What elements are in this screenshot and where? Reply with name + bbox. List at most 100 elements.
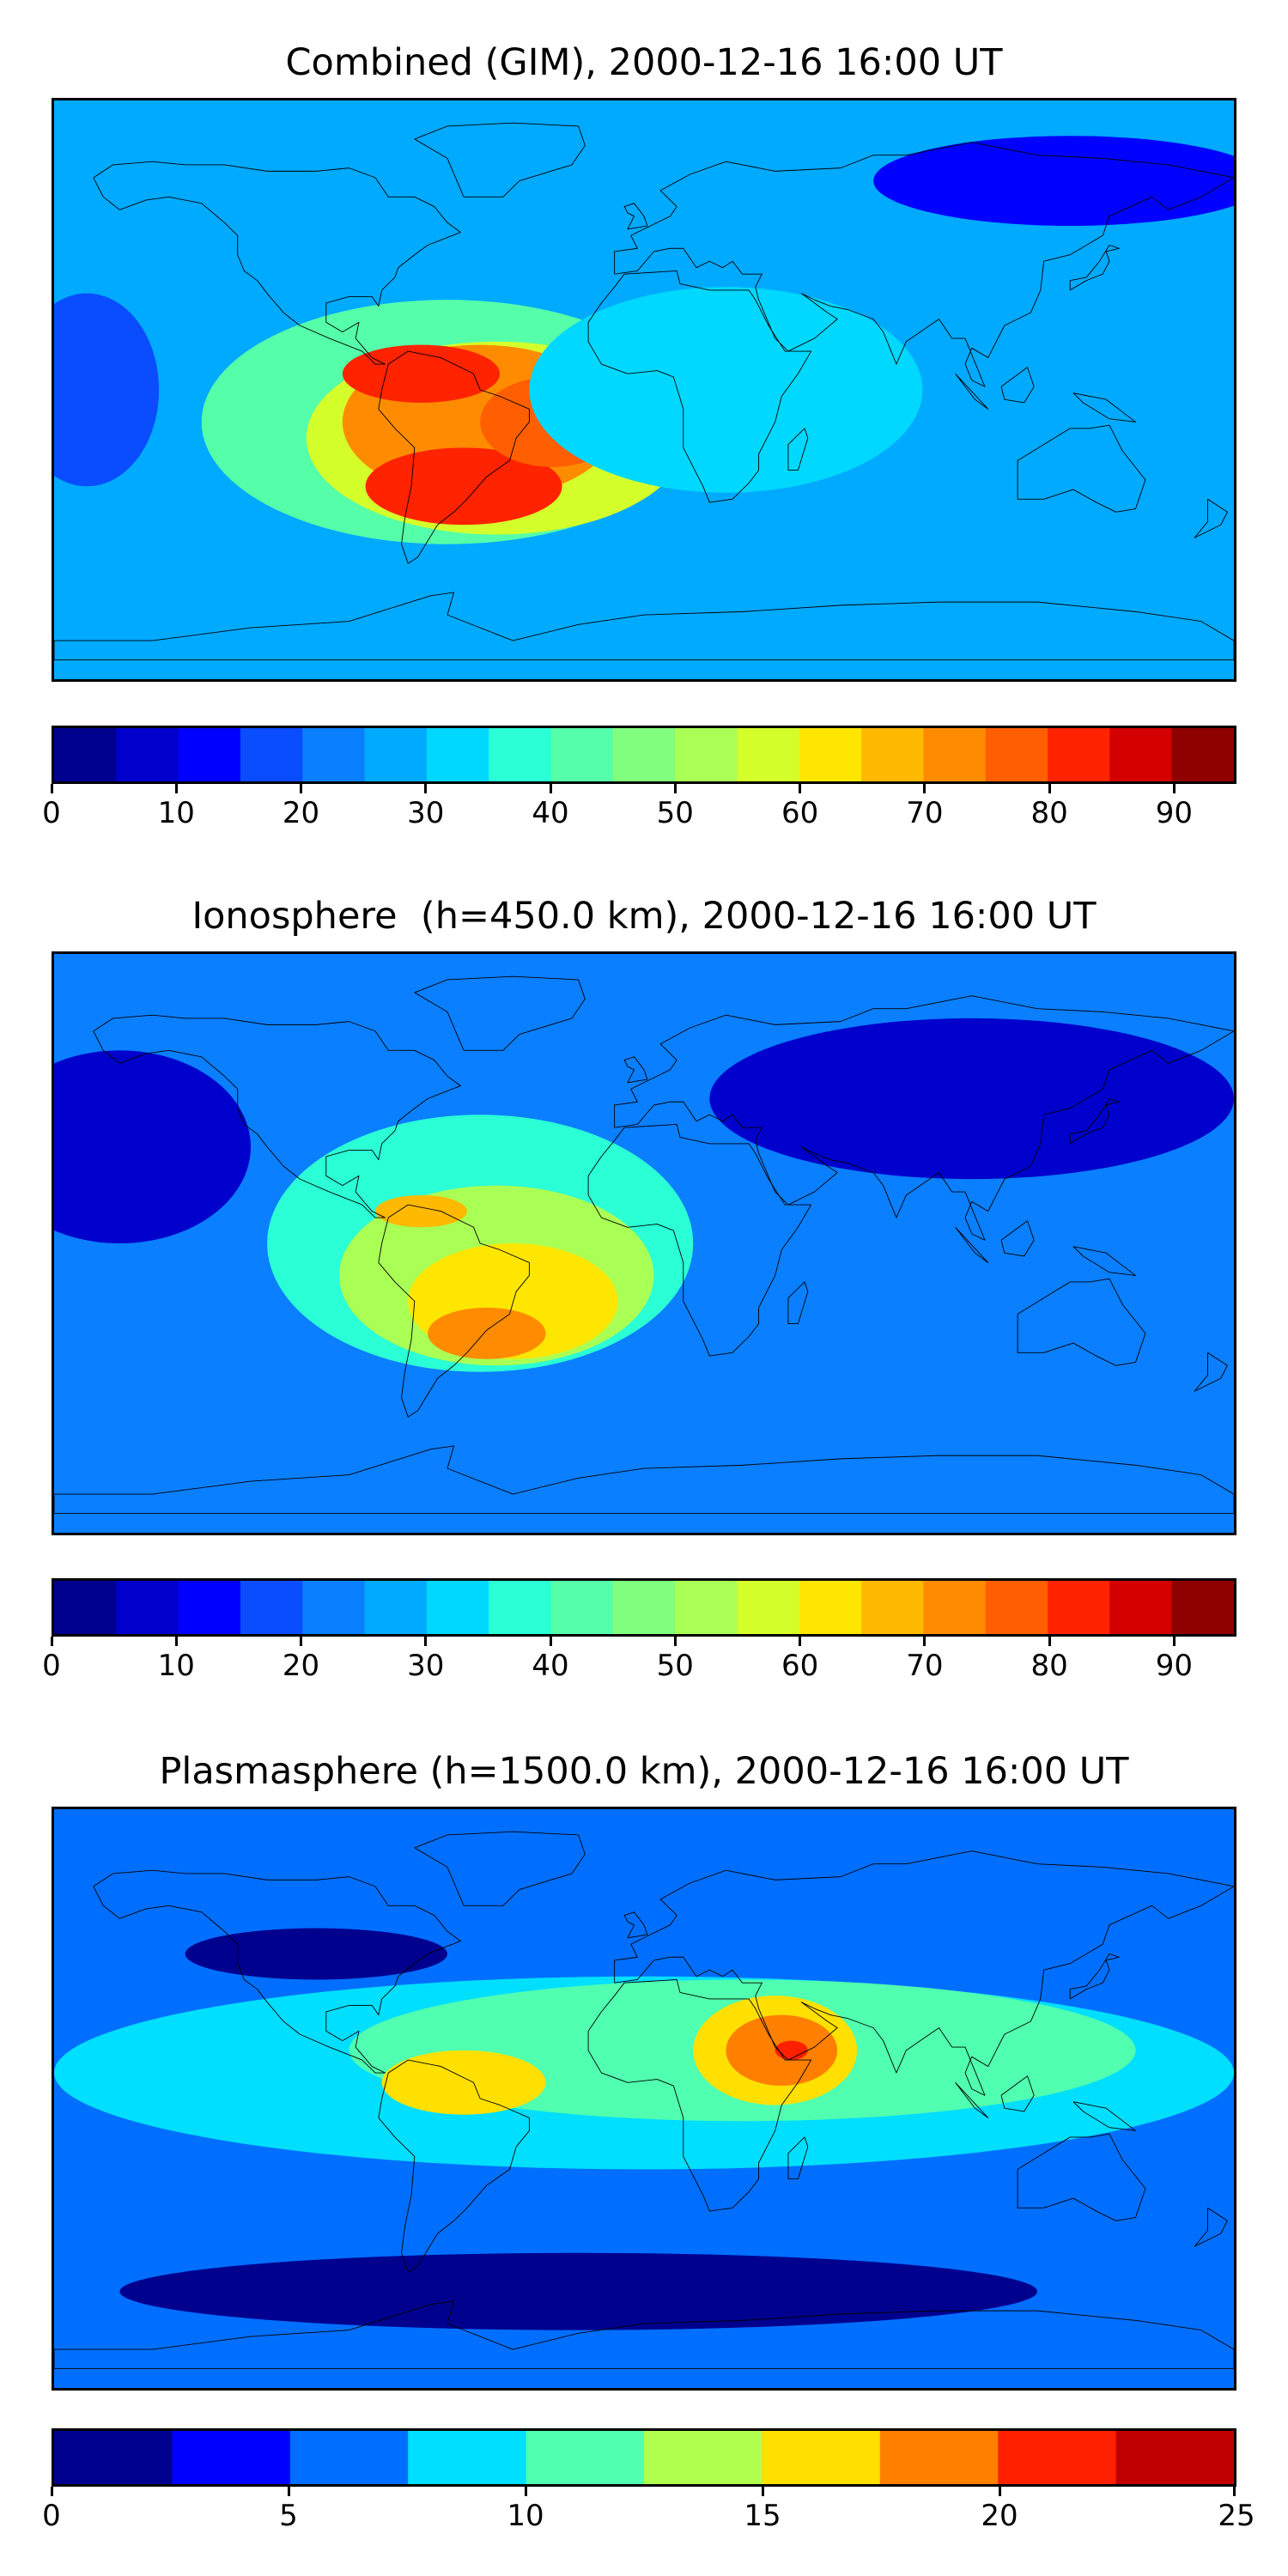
colorbar-tick-label: 90 [1155, 796, 1193, 830]
colorbar-swatch [879, 2431, 1000, 2484]
colorbar-tick-label: 20 [981, 2499, 1018, 2533]
coastline [624, 204, 647, 229]
colorbar-swatch [1048, 1581, 1111, 1634]
colorbar-tick-label: 20 [282, 796, 320, 830]
colorbar-swatch [364, 1581, 428, 1634]
colorbar-tick-label: 20 [282, 1649, 320, 1683]
colorbar-swatch [737, 1581, 801, 1634]
colorbar-swatch [923, 728, 987, 781]
coastline [54, 592, 1234, 660]
tec-contour-region [381, 2050, 546, 2115]
colorbar-swatch [1115, 2431, 1234, 2484]
coastline [1073, 393, 1136, 422]
coastline [615, 996, 1234, 1241]
colorbar-swatch [612, 728, 677, 781]
colorbar-tick-label: 25 [1218, 2499, 1255, 2533]
colorbar-swatch [675, 728, 738, 781]
colorbar-tick-mark [174, 1637, 178, 1646]
coastline [1018, 2134, 1145, 2221]
colorbar-tick-mark [300, 1637, 303, 1646]
colorbar-swatch [861, 728, 925, 781]
colorbar-swatch [762, 2431, 883, 2484]
colorbar-swatch [426, 728, 490, 781]
colorbar-swatch [985, 728, 1049, 781]
colorbar-swatch [799, 1581, 863, 1634]
colorbar-swatch [1109, 728, 1174, 781]
coastline [94, 1870, 460, 2073]
colorbar-swatch [1171, 728, 1234, 781]
colorbar-tick-mark [761, 2487, 764, 2496]
coastline [1070, 1099, 1119, 1144]
coastline [588, 1979, 811, 2211]
colorbar-swatch [178, 1581, 242, 1634]
tec-contour-region [428, 1307, 546, 1359]
colorbar-swatch [302, 728, 367, 781]
colorbar-swatch [240, 728, 304, 781]
colorbar-swatch [302, 1581, 367, 1634]
colorbar-swatch [985, 1581, 1049, 1634]
colorbar-swatch [998, 2431, 1119, 2484]
coastline [94, 161, 460, 364]
coastline [956, 374, 988, 409]
colorbar-tick-label: 10 [157, 1649, 195, 1683]
coastline [624, 1912, 647, 1938]
tec-contour-region [365, 447, 562, 526]
colorbar-tick-label: 40 [532, 796, 569, 830]
coastline [1073, 1247, 1136, 1276]
colorbar-tick-label: 80 [1030, 1649, 1068, 1683]
coastline [788, 1282, 808, 1324]
colorbar-swatch [737, 728, 801, 781]
coastline [1018, 425, 1145, 512]
tec-contour-region [709, 1018, 1234, 1180]
coastline [1070, 246, 1119, 290]
colorbar-tick-mark [1048, 1637, 1051, 1646]
tec-contour-region [775, 2040, 808, 2061]
colorbar-tick-mark [50, 1637, 53, 1646]
colorbar-tick-label: 30 [407, 796, 445, 830]
colorbar-swatch [675, 1581, 738, 1634]
colorbar-tick-label: 90 [1155, 1649, 1193, 1683]
colorbar-swatch [240, 1581, 304, 1634]
coastline [54, 1446, 1234, 1514]
colorbar-tick-mark [424, 784, 428, 793]
tec-contour-region [529, 287, 923, 493]
colorbar-tick-label: 60 [781, 1649, 819, 1683]
panel-title-combined: Combined (GIM), 2000-12-16 16:00 UT [285, 41, 1003, 84]
tec-contour-region [873, 136, 1234, 227]
colorbar-swatch [1048, 728, 1111, 781]
colorbar-swatch [426, 1581, 490, 1634]
colorbar-tick-label: 70 [906, 796, 944, 830]
colorbar-tick-mark [673, 1637, 677, 1646]
colorbar-plasmasphere [52, 2428, 1236, 2487]
panel-title-ionosphere: Ionosphere (h=450.0 km), 2000-12-16 16:0… [191, 895, 1097, 938]
colorbar-swatch [178, 728, 242, 781]
colorbar-swatch [116, 728, 180, 781]
coastline [956, 2082, 988, 2117]
map-ionosphere [52, 951, 1236, 1535]
coastline [1073, 2102, 1136, 2131]
colorbar-tick-label: 60 [781, 796, 819, 830]
coastline [624, 1057, 647, 1083]
colorbar-tick-mark [923, 1637, 927, 1646]
panel-title-plasmasphere: Plasmasphere (h=1500.0 km), 2000-12-16 1… [159, 1750, 1129, 1793]
colorbar-tick-mark [300, 784, 303, 793]
coastline [615, 143, 1234, 387]
colorbar-swatch [550, 1581, 615, 1634]
colorbar-tick-mark [1232, 2487, 1236, 2496]
colorbar-tick-mark [50, 784, 53, 793]
colorbar-tick-mark [1172, 1637, 1176, 1646]
coastline [54, 2301, 1234, 2369]
coastline [1070, 1954, 1119, 1999]
colorbar-swatch [172, 2431, 293, 2484]
map-combined [52, 98, 1236, 682]
coastline [415, 1832, 585, 1905]
colorbar-tick-label: 80 [1030, 796, 1068, 830]
tec-contour-map-plasmasphere [54, 1809, 1234, 2388]
colorbar-swatch [489, 728, 552, 781]
colorbar-tick-label: 15 [744, 2499, 781, 2533]
colorbar-tick-mark [1048, 784, 1051, 793]
colorbar-tick-label: 10 [507, 2499, 544, 2533]
coastline [379, 351, 530, 563]
colorbar-swatch [54, 1581, 118, 1634]
